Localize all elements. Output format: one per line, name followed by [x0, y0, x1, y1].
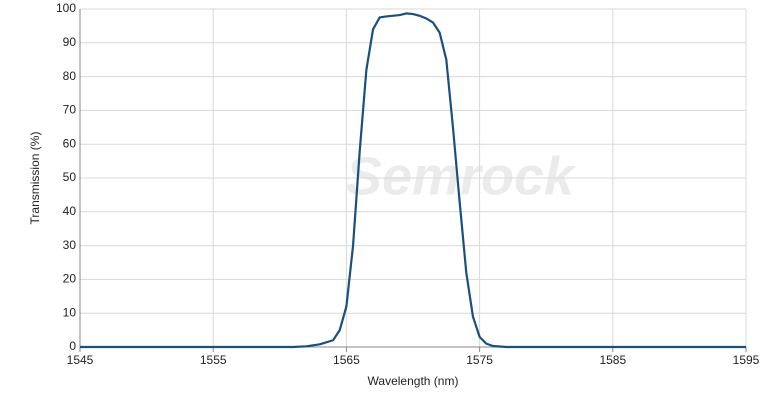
- x-tick-label: 1585: [599, 353, 626, 367]
- y-tick-label: 60: [63, 136, 77, 150]
- y-axis-label: Transmission (%): [28, 132, 42, 225]
- x-tick-label: 1555: [200, 353, 227, 367]
- y-tick-label: 50: [63, 170, 77, 184]
- x-tick-label: 1595: [733, 353, 760, 367]
- x-tick-label: 1575: [466, 353, 493, 367]
- y-tick-label: 30: [63, 238, 77, 252]
- y-tick-label: 90: [63, 35, 77, 49]
- y-tick-label: 10: [63, 305, 77, 319]
- watermark: Semrock: [346, 146, 577, 206]
- x-tick-label: 1545: [67, 353, 94, 367]
- x-axis-label: Wavelength (nm): [368, 374, 459, 388]
- y-tick-label: 40: [63, 204, 77, 218]
- y-tick-label: 20: [63, 272, 77, 286]
- y-tick-label: 80: [63, 69, 77, 83]
- y-tick-label: 0: [69, 339, 76, 353]
- x-tick-label: 1565: [333, 353, 360, 367]
- y-tick-label: 70: [63, 103, 77, 117]
- y-tick-label: 100: [56, 1, 76, 15]
- data-line: [80, 12, 746, 349]
